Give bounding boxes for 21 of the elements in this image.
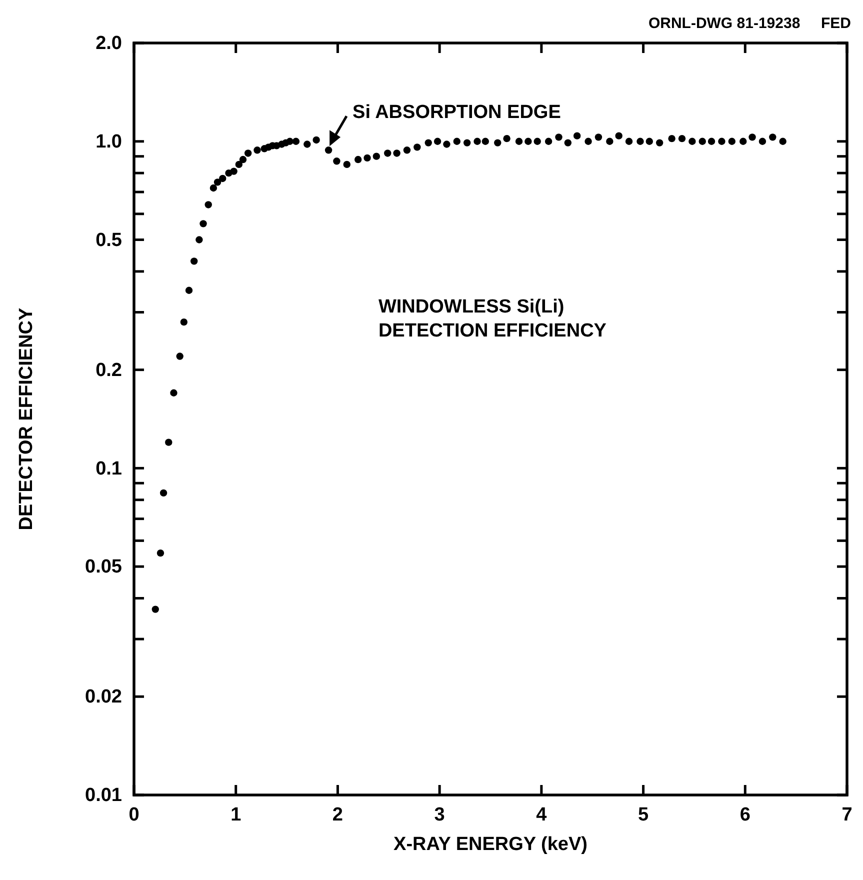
y-tick-label: 0.2 — [96, 360, 122, 381]
x-tick-label: 4 — [536, 804, 548, 826]
annotation: WINDOWLESS Si(Li) DETECTION EFFICIENCY — [378, 296, 607, 342]
x-tick-label: 2 — [332, 804, 344, 826]
y-tick-label: 2.0 — [96, 33, 122, 54]
text: ORNL-DWG 81-19238 FED — [648, 15, 852, 32]
y-tick-label: 0.5 — [96, 230, 122, 251]
y-tick-label: 0.05 — [85, 556, 122, 578]
x-axis-title: X-RAY ENERGY (keV) — [394, 834, 588, 855]
annotation: Si ABSORPTION EDGE — [352, 102, 561, 124]
x-tick-label: 7 — [842, 804, 852, 826]
y-axis-title: DETECTOR EFFICIENCY — [16, 307, 37, 530]
y-tick-label: 0.01 — [85, 785, 122, 806]
x-tick-label: 3 — [434, 804, 445, 826]
x-tick-label: 1 — [230, 804, 242, 826]
x-tick-label: 5 — [638, 804, 649, 826]
x-tick-label: 6 — [740, 804, 750, 826]
y-tick-label: 0.1 — [96, 458, 122, 480]
y-tick-label: 0.02 — [85, 686, 122, 708]
y-tick-label: 1.0 — [96, 131, 122, 152]
x-tick-label: 0 — [128, 804, 140, 826]
